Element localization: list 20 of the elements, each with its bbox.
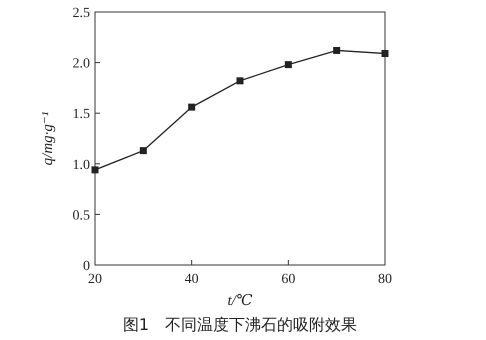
x-tick-label: 60 [281,272,296,287]
text: 图1 不同温度下沸石的吸附效果 [122,315,358,334]
x-axis-title: t/℃ [227,293,253,309]
point [236,77,244,84]
y-tick-label: 1.0 [72,158,90,173]
y-tick-label: 0 [83,259,90,274]
point [140,147,147,154]
y-tick-label: 1.5 [72,107,90,122]
x-tick-label: 80 [378,272,392,287]
point [382,50,388,57]
y-tick-label: 2.0 [72,56,90,72]
point [92,166,98,174]
y-tick-label: 0.5 [72,208,90,224]
point [284,61,292,68]
y-axis-title: q/mg·g⁻¹ [40,111,56,166]
x-tick-label: 40 [184,272,199,287]
point [333,46,340,54]
point [188,104,196,111]
y-tick-label: 2.5 [72,6,90,21]
x-tick-label: 20 [88,272,102,287]
